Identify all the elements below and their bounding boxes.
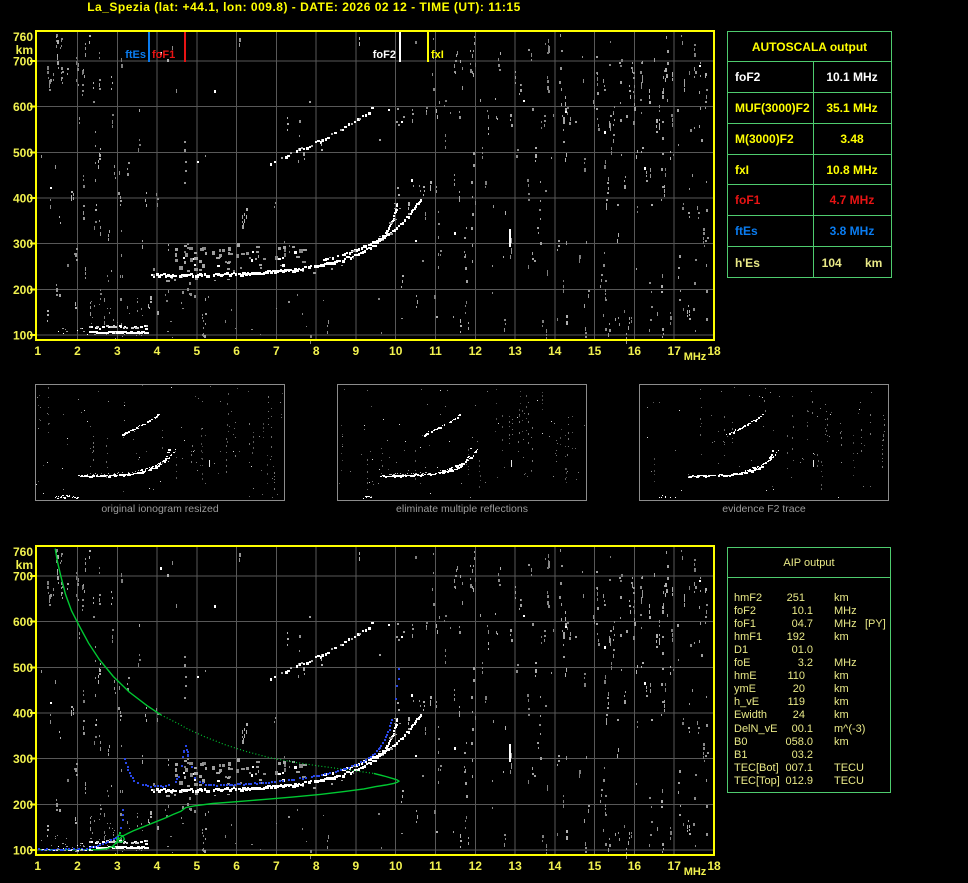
svg-text:8: 8 [313, 344, 320, 358]
svg-text:10: 10 [389, 344, 403, 358]
svg-text:16: 16 [628, 344, 642, 358]
svg-text:km: km [16, 43, 33, 57]
svg-text:15: 15 [588, 859, 602, 873]
svg-text:18: 18 [707, 859, 721, 873]
svg-text:6: 6 [233, 859, 240, 873]
svg-text:8: 8 [313, 859, 320, 873]
svg-text:7: 7 [273, 859, 280, 873]
svg-text:foF2: foF2 [373, 49, 396, 61]
svg-text:14: 14 [548, 859, 562, 873]
svg-text:9: 9 [353, 859, 360, 873]
svg-text:4: 4 [154, 344, 161, 358]
svg-text:1: 1 [34, 344, 41, 358]
svg-text:2: 2 [74, 344, 81, 358]
svg-text:5: 5 [193, 859, 200, 873]
svg-text:evidence F2 trace: evidence F2 trace [722, 503, 806, 515]
svg-text:6: 6 [233, 344, 240, 358]
svg-text:700: 700 [13, 570, 33, 584]
svg-text:12: 12 [469, 859, 483, 873]
svg-text:3: 3 [114, 344, 121, 358]
svg-text:12: 12 [469, 344, 483, 358]
svg-text:700: 700 [13, 55, 33, 69]
svg-text:3: 3 [114, 859, 121, 873]
svg-text:4: 4 [154, 859, 161, 873]
svg-text:500: 500 [13, 661, 33, 675]
svg-text:500: 500 [13, 146, 33, 160]
svg-text:300: 300 [13, 237, 33, 251]
svg-text:ftEs: ftEs [125, 49, 146, 61]
svg-text:1: 1 [34, 859, 41, 873]
svg-text:eliminate multiple reflections: eliminate multiple reflections [396, 503, 528, 515]
svg-text:200: 200 [13, 798, 33, 812]
svg-text:2: 2 [74, 859, 81, 873]
svg-text:15: 15 [588, 344, 602, 358]
svg-text:400: 400 [13, 707, 33, 721]
svg-text:fxI: fxI [431, 49, 444, 61]
svg-text:9: 9 [353, 344, 360, 358]
svg-text:760: 760 [13, 30, 33, 44]
svg-text:17: 17 [668, 859, 682, 873]
svg-text:13: 13 [508, 344, 522, 358]
svg-text:14: 14 [548, 344, 562, 358]
svg-text:600: 600 [13, 615, 33, 629]
svg-text:11: 11 [429, 344, 442, 358]
svg-text:100: 100 [13, 844, 33, 858]
svg-text:18: 18 [707, 344, 721, 358]
svg-text:5: 5 [193, 344, 200, 358]
svg-text:MHz: MHz [684, 351, 707, 363]
svg-text:13: 13 [508, 859, 522, 873]
svg-text:300: 300 [13, 752, 33, 766]
svg-text:7: 7 [273, 344, 280, 358]
svg-text:100: 100 [13, 329, 33, 343]
svg-text:400: 400 [13, 192, 33, 206]
svg-text:MHz: MHz [684, 866, 707, 878]
svg-text:km: km [16, 558, 33, 572]
svg-text:17: 17 [668, 344, 682, 358]
svg-text:16: 16 [628, 859, 642, 873]
svg-text:original ionogram resized: original ionogram resized [101, 503, 218, 515]
svg-text:foF1: foF1 [152, 49, 175, 61]
svg-text:200: 200 [13, 283, 33, 297]
svg-text:760: 760 [13, 545, 33, 559]
svg-text:11: 11 [429, 859, 442, 873]
svg-text:10: 10 [389, 859, 403, 873]
svg-text:600: 600 [13, 100, 33, 114]
